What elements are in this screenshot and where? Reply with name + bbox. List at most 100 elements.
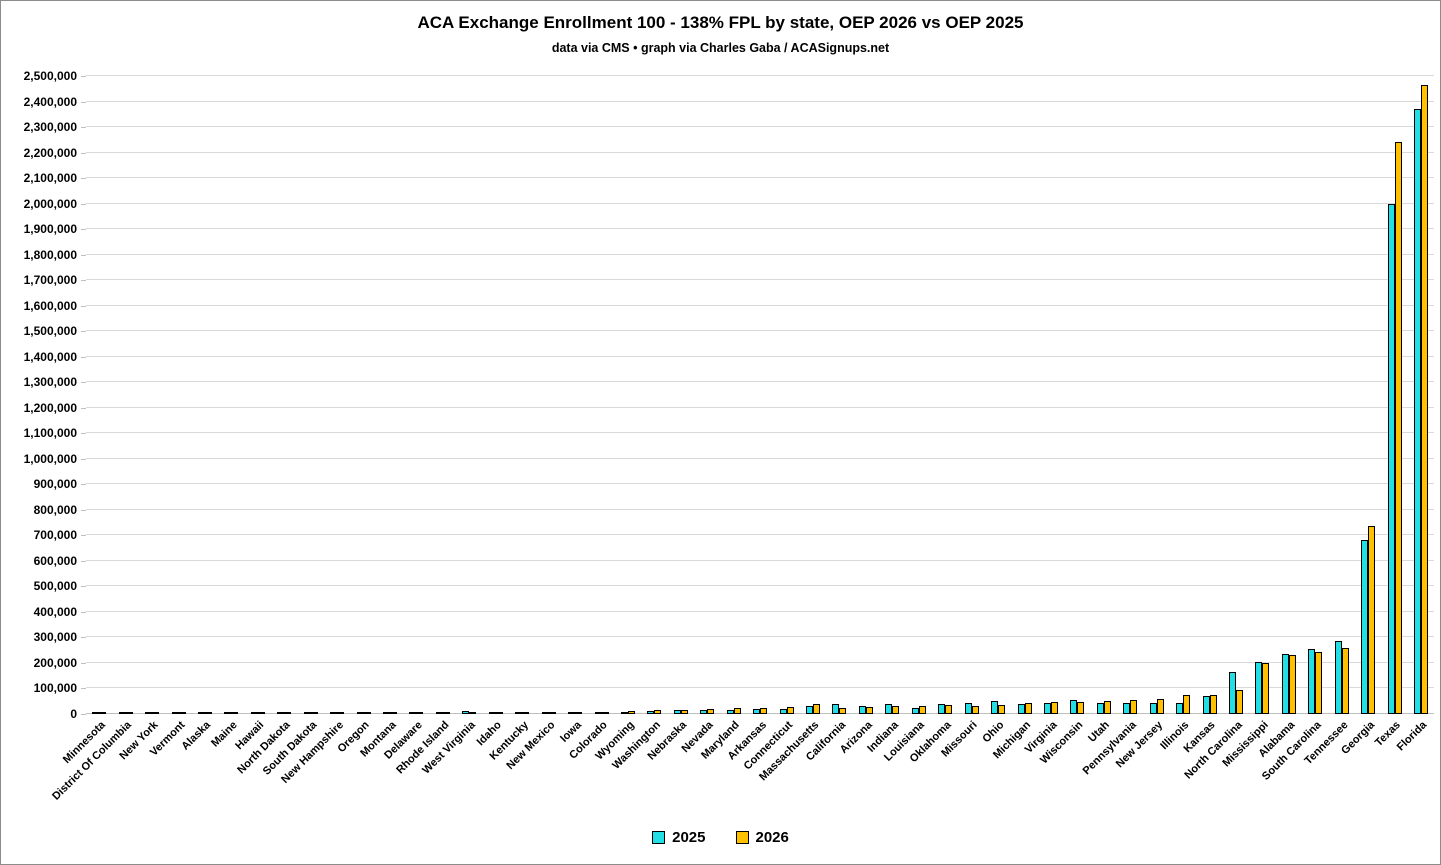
- bar-group: Utah: [1087, 76, 1117, 745]
- bar-2025: [1308, 649, 1316, 714]
- bar-2025: [330, 712, 338, 714]
- bar-2026: [813, 704, 821, 714]
- bar-2025: [145, 712, 153, 714]
- bar-pair: [1144, 76, 1170, 714]
- bar-groups: Minnesota District Of Columbia New York Ver…: [50, 76, 1434, 803]
- bar-2026: [654, 710, 662, 714]
- bar-pair: [853, 76, 879, 714]
- bar-pair: [1408, 76, 1434, 714]
- y-axis-label: 2,300,000: [23, 120, 77, 135]
- y-axis-tick: [81, 178, 86, 180]
- bar-group: Washington: [610, 76, 667, 772]
- y-axis-label: 1,000,000: [23, 451, 77, 466]
- bar-2025: [1017, 703, 1025, 714]
- y-axis-label: 1,300,000: [23, 375, 77, 390]
- gridline: [86, 406, 1434, 408]
- bar-group: Nevada: [680, 76, 720, 755]
- gridline: [86, 177, 1434, 179]
- bar-2026: [257, 712, 265, 714]
- bar-pair: [932, 76, 958, 714]
- y-axis-tick: [81, 714, 86, 715]
- bar-pair: [879, 76, 905, 714]
- bar-2026: [839, 708, 847, 714]
- bar-group: Pennsylvania: [1081, 76, 1143, 777]
- gridline: [86, 253, 1434, 255]
- bar-2026: [1183, 695, 1191, 714]
- y-axis-tick: [81, 127, 86, 129]
- bar-group: Vermont: [147, 76, 191, 759]
- bar-group: New Hampshire: [279, 76, 350, 786]
- bar-2025: [991, 700, 999, 714]
- bar-2025: [224, 712, 232, 714]
- legend: 2025 2026: [1, 829, 1440, 846]
- y-axis-label: 300,000: [33, 630, 77, 645]
- gridline: [86, 483, 1434, 485]
- bar-group: California: [804, 76, 852, 763]
- bar-pair: [192, 76, 218, 714]
- bar-2026: [1421, 84, 1429, 714]
- bar-2025: [488, 712, 496, 714]
- gridline: [86, 126, 1434, 128]
- bar-group: Mississippi: [1221, 76, 1275, 769]
- gridline: [86, 304, 1434, 306]
- bar-pair: [86, 76, 112, 714]
- bar-2026: [390, 712, 398, 714]
- bar-2026: [1130, 699, 1138, 714]
- bar-pair: [1249, 76, 1275, 714]
- bar-2025: [1387, 203, 1395, 714]
- gridline: [86, 559, 1434, 561]
- bar-group: Oregon: [336, 76, 376, 755]
- legend-item-2026: 2026: [735, 829, 789, 846]
- bar-group: Alaska: [180, 76, 218, 753]
- gridline: [86, 457, 1434, 459]
- bar-group: New Mexico: [504, 76, 561, 772]
- y-axis-tick: [81, 331, 86, 333]
- bar-group: Nebraska: [646, 76, 694, 763]
- bar-pair: [615, 76, 641, 714]
- bar-2026: [1236, 690, 1244, 714]
- gridline: [86, 381, 1434, 383]
- bar-pair: [668, 76, 694, 714]
- bar-pair: [1276, 76, 1302, 714]
- bar-group: New York: [117, 76, 165, 762]
- bar-pair: [1196, 76, 1222, 714]
- y-axis-label: 1,700,000: [23, 273, 77, 288]
- bar-2025: [885, 704, 893, 714]
- bar-group: Massachusetts: [757, 76, 826, 783]
- bar-2026: [204, 712, 212, 714]
- y-axis-tick: [81, 611, 86, 613]
- bar-2026: [865, 707, 873, 714]
- y-axis-tick: [81, 76, 86, 77]
- y-axis-tick: [81, 382, 86, 384]
- y-axis-tick: [81, 280, 86, 282]
- gridline: [86, 75, 1434, 76]
- y-axis-tick: [81, 101, 86, 103]
- bar-2025: [1202, 696, 1210, 714]
- bar-group: North Dakota: [235, 76, 297, 776]
- bar-2025: [726, 709, 734, 714]
- bar-2026: [1209, 694, 1217, 714]
- y-axis-label: 600,000: [33, 553, 77, 568]
- y-axis-tick: [81, 662, 86, 664]
- bar-group: Hawaii: [233, 76, 271, 752]
- gridline: [86, 330, 1434, 332]
- gridline: [86, 661, 1434, 663]
- bar-group: Illinois: [1159, 76, 1196, 752]
- y-axis-tick: [81, 407, 86, 409]
- bar-2025: [435, 712, 443, 714]
- bar-pair: [509, 76, 535, 714]
- bar-group: Delaware: [382, 76, 429, 762]
- bar-pair: [271, 76, 297, 714]
- bar-group: South Carolina: [1260, 76, 1328, 783]
- bar-2025: [1361, 539, 1369, 714]
- bar-group: Kentucky: [487, 76, 535, 763]
- y-axis-tick: [81, 152, 86, 154]
- bar-2026: [945, 704, 953, 714]
- bar-2025: [92, 712, 100, 714]
- bar-2025: [171, 712, 179, 714]
- bar-2025: [1281, 653, 1289, 714]
- bar-pair: [218, 76, 244, 714]
- y-axis-tick: [81, 203, 86, 205]
- bar-pair: [562, 76, 588, 714]
- gridline: [86, 585, 1434, 587]
